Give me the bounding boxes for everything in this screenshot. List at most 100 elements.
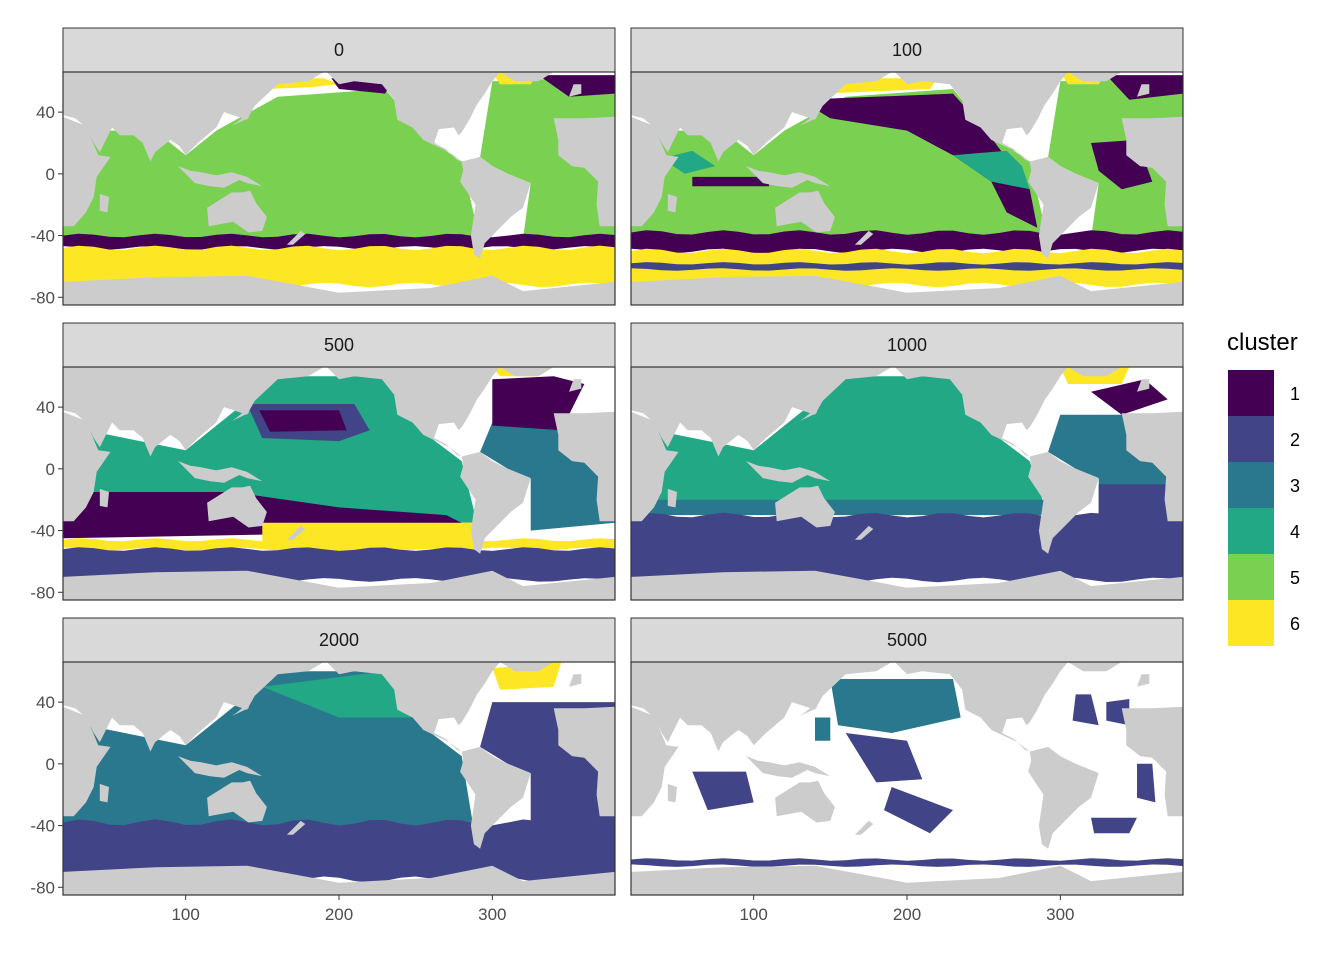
land-indonesia bbox=[178, 756, 263, 778]
y-tick-label: -80 bbox=[30, 288, 55, 307]
facet-strip: 0 bbox=[62, 27, 616, 73]
land-madagascar bbox=[99, 488, 109, 508]
facet-panel bbox=[63, 367, 615, 600]
cluster-1-pacific-ring bbox=[799, 93, 1038, 228]
legend-label: 6 bbox=[1290, 614, 1300, 634]
y-tick-label: 0 bbox=[46, 165, 55, 184]
land-africa bbox=[63, 706, 111, 817]
land-na bbox=[894, 367, 1068, 457]
land-greenland bbox=[1068, 662, 1122, 672]
land-greenland bbox=[500, 367, 554, 377]
cluster-2-south-atlantic bbox=[1098, 484, 1183, 531]
cluster-2-streak bbox=[631, 262, 1183, 271]
land-eurasia bbox=[63, 662, 324, 752]
land-uk bbox=[569, 84, 582, 97]
legend-swatch bbox=[1228, 508, 1274, 554]
land-japan bbox=[799, 107, 819, 126]
land-madagascar bbox=[667, 783, 677, 803]
cluster-2-south-atlantic bbox=[1137, 763, 1156, 803]
y-tick-label: 40 bbox=[36, 398, 55, 417]
land-africaWest bbox=[1121, 411, 1183, 522]
land-uk bbox=[569, 674, 582, 687]
land-sa bbox=[460, 451, 531, 554]
land-eurasia bbox=[631, 367, 892, 457]
land-greenland bbox=[500, 662, 554, 672]
cluster-1-indian bbox=[692, 176, 769, 187]
land-japan bbox=[799, 697, 819, 716]
facet-strip-background bbox=[630, 27, 1184, 73]
land-uk bbox=[1137, 674, 1150, 687]
land-africaWest bbox=[553, 116, 615, 227]
y-tick-label: -80 bbox=[30, 583, 55, 602]
facet-panel bbox=[63, 662, 615, 895]
land-antarctica bbox=[63, 865, 615, 895]
facet-label: 0 bbox=[334, 40, 344, 60]
land-greenland bbox=[1068, 367, 1122, 377]
facet-panel bbox=[631, 367, 1183, 600]
facet-strip-background bbox=[62, 617, 616, 663]
facet-strip: 2000 bbox=[62, 617, 616, 663]
cluster-2-north-atlantic bbox=[1072, 694, 1099, 726]
facet-strip: 100 bbox=[630, 27, 1184, 73]
cluster-3-north-pacific bbox=[830, 679, 961, 733]
y-tick-label: 0 bbox=[46, 460, 55, 479]
cluster-4-region bbox=[631, 376, 1045, 508]
cluster-2-south-pacific bbox=[884, 787, 953, 834]
land-australia bbox=[207, 780, 267, 823]
facet-panel bbox=[631, 72, 1183, 305]
cluster-1-gyre bbox=[259, 410, 347, 432]
land-australia bbox=[207, 485, 267, 528]
facet-strip-background bbox=[62, 27, 616, 73]
land-africa bbox=[631, 411, 679, 522]
land-antarctica bbox=[631, 275, 1183, 305]
legend-label: 3 bbox=[1290, 476, 1300, 496]
panel-border bbox=[630, 366, 1184, 601]
land-eurasia bbox=[631, 72, 892, 162]
land-australia bbox=[775, 485, 835, 528]
facet-strip-background bbox=[62, 322, 616, 368]
land-uk bbox=[569, 379, 582, 392]
land-japan bbox=[231, 107, 251, 126]
land-nz bbox=[854, 230, 874, 245]
land-australia bbox=[775, 780, 835, 823]
legend-label: 5 bbox=[1290, 568, 1300, 588]
cluster-3-band bbox=[631, 499, 1045, 516]
legend-label: 2 bbox=[1290, 430, 1300, 450]
land-africa bbox=[63, 116, 111, 227]
land-antarctica bbox=[63, 570, 615, 600]
panel-border bbox=[62, 366, 616, 601]
axes: 40 0 -40 -80 40 0 -40 -80 40 0 -40 -80 100 200 300 100 2… bbox=[30, 103, 1074, 924]
legend: cluster 1 2 3 4 5 6 bbox=[1227, 329, 1300, 646]
land-indonesia bbox=[178, 461, 263, 483]
x-tick-label: 200 bbox=[325, 905, 353, 924]
land-indonesia bbox=[178, 166, 263, 188]
legend-title: cluster bbox=[1227, 329, 1298, 356]
land-eurasia bbox=[631, 662, 892, 752]
cluster-2-indian bbox=[692, 771, 754, 811]
land-australia bbox=[775, 190, 835, 233]
land-sa bbox=[460, 746, 531, 849]
facet-label: 2000 bbox=[319, 630, 359, 650]
land-eurasia bbox=[63, 367, 324, 457]
cluster-2-streak bbox=[631, 858, 1183, 867]
land-sa bbox=[1028, 746, 1099, 849]
x-tick-label: 200 bbox=[893, 905, 921, 924]
land-africaWest bbox=[1121, 706, 1183, 817]
land-nz bbox=[854, 820, 874, 835]
facet-strip-background bbox=[630, 617, 1184, 663]
cluster-4-region bbox=[63, 376, 477, 523]
y-tick-label: 0 bbox=[46, 755, 55, 774]
land-africa bbox=[63, 411, 111, 522]
panel-border bbox=[62, 71, 616, 306]
x-tick-label: 300 bbox=[478, 905, 506, 924]
land-madagascar bbox=[99, 193, 109, 213]
facet-label: 500 bbox=[324, 335, 354, 355]
panel-border bbox=[630, 71, 1184, 306]
land-madagascar bbox=[667, 193, 677, 213]
legend-swatch bbox=[1228, 416, 1274, 462]
y-tick-label: 40 bbox=[36, 103, 55, 122]
land-japan bbox=[231, 697, 251, 716]
land-africaWest bbox=[553, 411, 615, 522]
land-africaWest bbox=[553, 706, 615, 817]
legend-swatch bbox=[1228, 600, 1274, 646]
